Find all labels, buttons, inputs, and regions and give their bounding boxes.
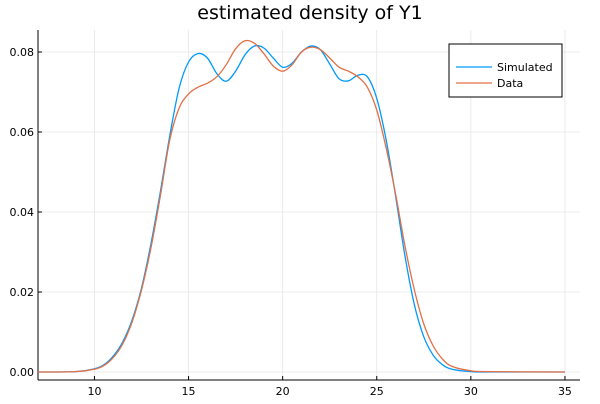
x-tick-label: 30	[464, 385, 478, 398]
x-tick-label: 35	[558, 385, 572, 398]
legend: Simulated Data	[448, 43, 563, 98]
y-tick-label: 0.06	[10, 126, 35, 139]
axes	[37, 30, 580, 381]
x-tick-label: 25	[370, 385, 384, 398]
x-tick-label: 20	[276, 385, 290, 398]
series-lines	[37, 39, 565, 373]
legend-label-data: Data	[497, 77, 523, 90]
chart-title: estimated density of Y1	[197, 2, 422, 24]
tick-labels: 10 15 20 25 30 35 0.00 0.02 0.04 0.06 0.08	[10, 46, 572, 398]
y-tick-label: 0.02	[10, 286, 35, 299]
y-tick-label: 0.04	[10, 206, 35, 219]
series-line-data	[37, 39, 565, 373]
y-tick-label: 0.00	[10, 366, 35, 379]
y-tick-label: 0.08	[10, 46, 35, 59]
x-tick-label: 15	[182, 385, 196, 398]
legend-box	[448, 43, 563, 98]
x-tick-label: 10	[87, 385, 101, 398]
legend-label-simulated: Simulated	[497, 61, 553, 74]
